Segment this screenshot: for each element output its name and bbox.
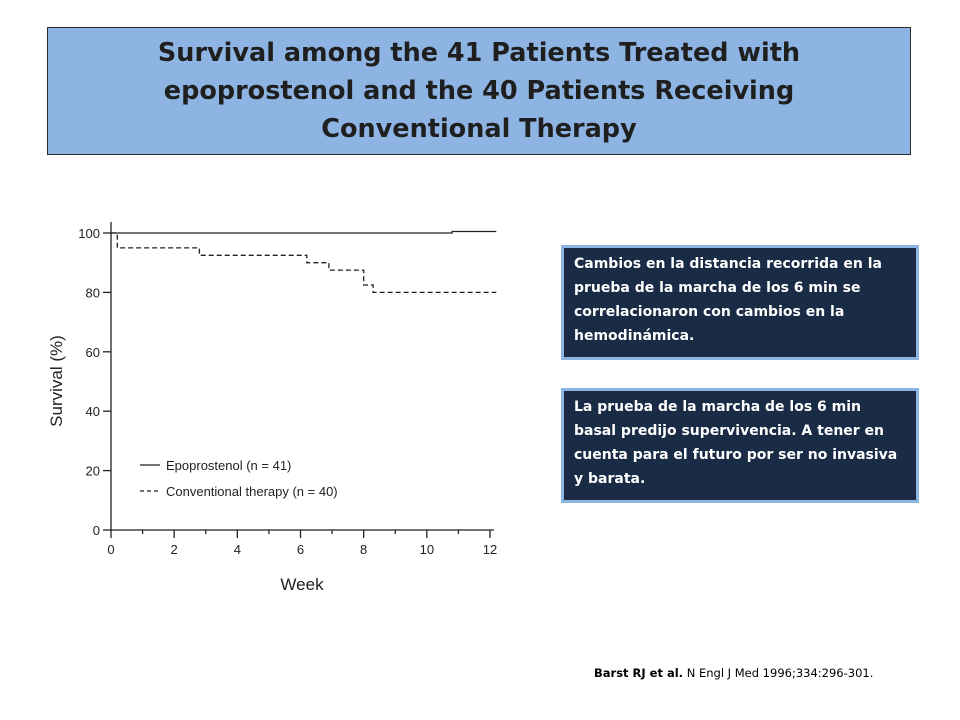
note-box-survival-prediction: La prueba de la marcha de los 6 min basa… <box>561 388 919 503</box>
chart-axes: 0 20 40 60 80 100 0 2 4 6 8 10 12 <box>78 222 497 557</box>
citation: Barst RJ et al. N Engl J Med 1996;334:29… <box>594 666 873 680</box>
x-tick-label: 6 <box>297 542 304 557</box>
note-box-hemodynamics: Cambios en la distancia recorrida en la … <box>561 245 919 360</box>
x-tick-label: 8 <box>360 542 367 557</box>
citation-journal: N Engl J Med 1996;334:296-301. <box>686 666 874 680</box>
citation-authors: Barst RJ et al. <box>594 666 684 680</box>
x-tick-label: 10 <box>420 542 434 557</box>
x-tick-label: 4 <box>234 542 241 557</box>
legend-label-epoprostenol: Epoprostenol (n = 41) <box>166 458 291 473</box>
title-box: Survival among the 41 Patients Treated w… <box>47 27 911 155</box>
y-tick-label: 100 <box>78 226 100 241</box>
slide-title: Survival among the 41 Patients Treated w… <box>157 38 801 144</box>
y-tick-label: 60 <box>86 345 100 360</box>
chart-legend: Epoprostenol (n = 41) Conventional thera… <box>140 458 338 499</box>
y-tick-label: 80 <box>86 285 100 300</box>
series-line-epoprostenol <box>111 230 497 234</box>
note-text-survival-prediction: La prueba de la marcha de los 6 min basa… <box>574 399 898 487</box>
series-line-conventional <box>111 232 497 294</box>
y-tick-label: 20 <box>86 464 100 479</box>
x-tick-label: 12 <box>483 542 497 557</box>
x-tick-label: 2 <box>171 542 178 557</box>
note-text-hemodynamics: Cambios en la distancia recorrida en la … <box>574 256 882 344</box>
y-axis-label: Survival (%) <box>47 335 66 427</box>
chart-series <box>111 230 497 294</box>
legend-label-conventional: Conventional therapy (n = 40) <box>166 484 338 499</box>
y-tick-label: 40 <box>86 404 100 419</box>
x-axis-label: Week <box>280 575 324 594</box>
x-tick-label: 0 <box>107 542 114 557</box>
y-tick-label: 0 <box>93 523 100 538</box>
